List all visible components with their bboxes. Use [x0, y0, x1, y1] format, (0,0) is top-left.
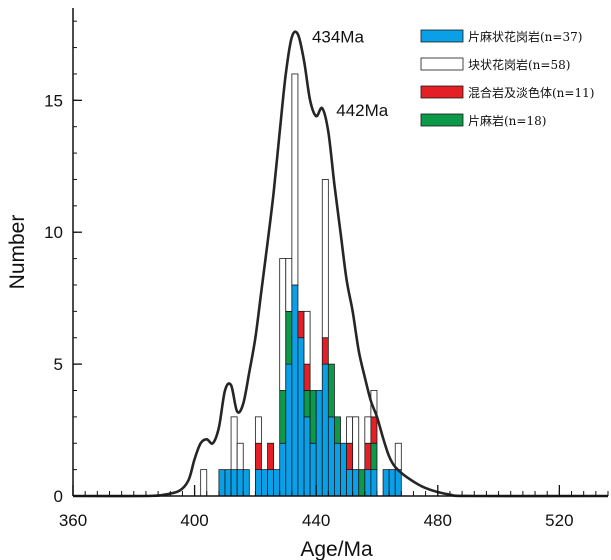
bar-3-bin-436: [303, 363, 311, 391]
bar-1-bin-422: [261, 469, 268, 497]
bar-1-bin-464: [388, 469, 396, 497]
bars-layer: [200, 73, 402, 497]
bar-2-bin-430: [285, 310, 293, 365]
bar-2-bin-428: [279, 390, 287, 444]
legend-label-2: 片麻岩(n=18): [468, 113, 546, 128]
x-tick-label-480: 480: [424, 511, 452, 530]
x-tick-label-440: 440: [302, 511, 330, 530]
bar-4-bin-432: [291, 73, 299, 286]
bar-3-bin-434: [297, 310, 305, 339]
bar-1-bin-436: [303, 416, 311, 497]
bar-3-bin-442: [321, 337, 329, 365]
curve-layer: [72, 30, 609, 498]
bar-1-bin-456: [364, 469, 372, 497]
bar-4-bin-466: [394, 442, 402, 471]
bar-1-bin-452: [352, 469, 360, 497]
x-tick-label-520: 520: [545, 511, 573, 530]
x-tick-label-360: 360: [59, 511, 87, 530]
axes-layer: 360 400 440 480 520 0 5 10 15 Age/Ma Number: [6, 8, 609, 560]
bar-1-bin-424: [267, 469, 275, 497]
legend-swatch-1: [420, 29, 464, 43]
bar-1-bin-446: [334, 442, 341, 497]
bar-1-bin-434: [297, 337, 305, 497]
bar-1-bin-458: [370, 469, 378, 497]
kde-curve: [72, 30, 609, 498]
bar-2-bin-444: [327, 363, 335, 418]
x-axis-title: Age/Ma: [300, 538, 373, 560]
x-tick-label-400: 400: [180, 511, 208, 530]
bar-2-bin-438: [309, 390, 317, 444]
bar-1-bin-450: [346, 469, 354, 497]
peak-label-2: 442Ma: [336, 101, 389, 120]
bar-1-bin-420: [254, 469, 262, 497]
bar-3-bin-424: [267, 442, 275, 471]
bar-3-bin-456: [364, 442, 372, 471]
bar-1-bin-448: [340, 442, 347, 497]
legend-label-4: 块状花岗岩(n=58): [468, 57, 570, 72]
peak-label-1: 434Ma: [312, 27, 365, 46]
bar-4-bin-402: [200, 469, 208, 497]
bar-4-bin-420: [254, 416, 262, 444]
bar-1-bin-410: [224, 469, 232, 497]
bar-1-bin-462: [382, 469, 390, 497]
bar-4-bin-436: [303, 310, 311, 365]
annotations-layer: 434Ma 442Ma: [312, 27, 389, 120]
bar-2-bin-436: [303, 390, 311, 418]
bar-4-bin-452: [352, 416, 360, 471]
bar-1-bin-416: [242, 469, 250, 497]
legend-label-1: 片麻状花岗岩(n=37): [468, 29, 582, 44]
bar-4-bin-456: [364, 416, 372, 444]
bar-1-bin-442: [321, 363, 329, 497]
bar-4-bin-428: [279, 258, 287, 391]
bar-4-bin-450: [346, 416, 354, 444]
bar-2-bin-446: [334, 416, 341, 444]
bar-1-bin-440: [315, 390, 323, 497]
bar-1-bin-430: [285, 363, 293, 497]
bar-1-bin-426: [273, 469, 281, 497]
bar-1-bin-432: [291, 284, 299, 497]
bar-3-bin-458: [370, 416, 378, 444]
y-tick-label-5: 5: [54, 355, 63, 374]
bar-4-bin-412: [230, 416, 238, 471]
legend: 片麻状花岗岩(n=37) 块状花岗岩(n=58) 混合岩及淡色体(n=11) 片麻岩(…: [420, 29, 594, 128]
bar-4-bin-414: [236, 442, 244, 471]
legend-swatch-2: [420, 113, 464, 127]
bar-2-bin-454: [358, 469, 366, 497]
bar-1-bin-414: [236, 469, 244, 497]
bar-2-bin-458: [370, 442, 378, 471]
y-axis-title: Number: [6, 215, 29, 290]
bar-1-bin-412: [230, 469, 238, 497]
y-tick-label-10: 10: [44, 223, 63, 242]
bar-3-bin-420: [254, 442, 262, 471]
legend-swatch-3: [420, 85, 464, 99]
bar-3-bin-450: [346, 442, 354, 471]
y-tick-label-15: 15: [44, 91, 63, 110]
legend-label-3: 混合岩及淡色体(n=11): [468, 85, 594, 100]
bar-1-bin-438: [309, 442, 317, 497]
bar-1-bin-428: [279, 442, 287, 497]
bar-4-bin-430: [285, 258, 293, 312]
bar-4-bin-442: [321, 179, 329, 339]
legend-swatch-4: [420, 57, 464, 71]
bar-1-bin-444: [327, 416, 335, 497]
y-tick-label-0: 0: [54, 487, 63, 506]
bar-1-bin-408: [218, 469, 226, 497]
